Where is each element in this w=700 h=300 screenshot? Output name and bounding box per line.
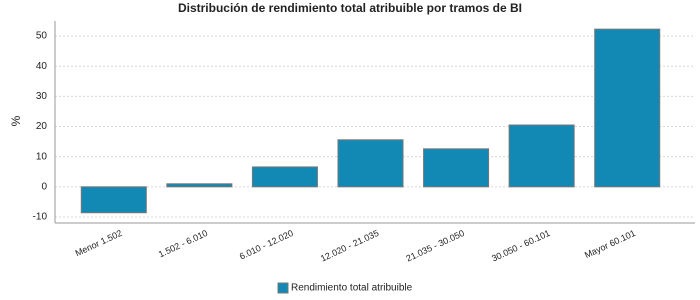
- x-tick-label: Menor 1.502: [74, 228, 124, 258]
- bar: [251, 166, 318, 188]
- bar: [80, 186, 147, 214]
- y-tick-label: 40: [36, 61, 48, 72]
- x-tick-label: 12.020 - 21.035: [319, 228, 380, 264]
- bar: [423, 148, 490, 188]
- x-tick-label: Mayor 60.101: [583, 228, 637, 260]
- y-axis-label: %: [9, 115, 23, 126]
- legend-label: Rendimiento total atribuible: [291, 283, 413, 294]
- x-tick-label: 30.050 - 60.101: [490, 228, 551, 264]
- chart-title: Distribución de rendimiento total atribu…: [178, 1, 522, 15]
- y-tick-label: 50: [36, 31, 48, 42]
- x-tick-label: 6.010 - 12.020: [238, 228, 295, 262]
- x-tick-label: 1.502 - 6.010: [157, 228, 209, 259]
- y-tick-label: -10: [33, 212, 48, 223]
- y-tick-label: 10: [36, 151, 48, 162]
- y-tick-label: 0: [41, 181, 47, 192]
- y-tick-label: 30: [36, 91, 48, 102]
- bar: [166, 183, 233, 188]
- x-tick-label: 21.035 - 30.050: [405, 228, 466, 264]
- y-tick-label: 20: [36, 121, 48, 132]
- bar: [508, 124, 575, 188]
- legend-swatch: [277, 282, 289, 294]
- bar: [594, 28, 661, 188]
- bar: [337, 139, 404, 188]
